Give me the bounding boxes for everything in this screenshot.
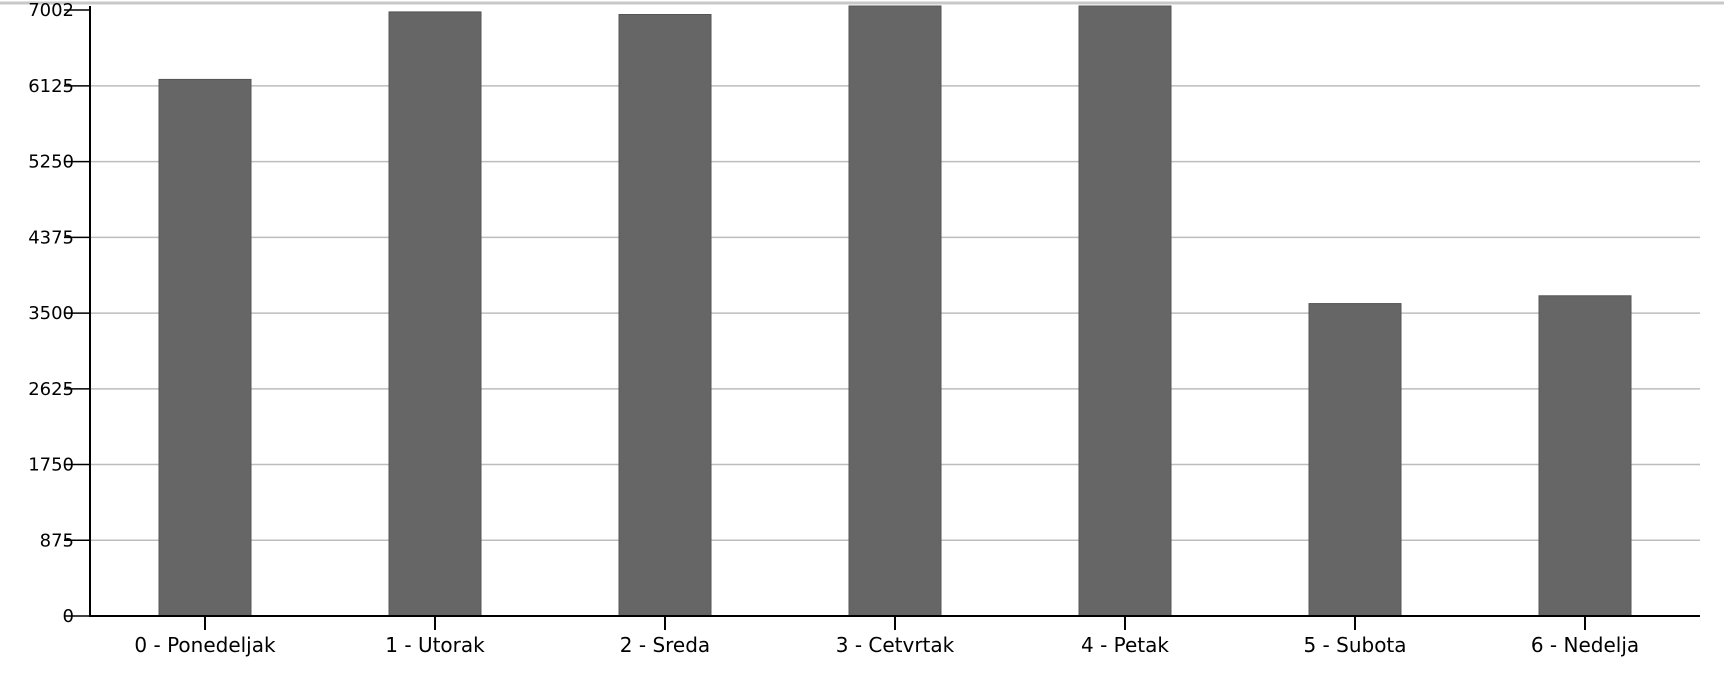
bar (158, 78, 252, 617)
y-tick-label: 875 (40, 530, 74, 551)
bar (388, 11, 482, 617)
y-tick-label: 7002 (28, 0, 74, 21)
y-tick-label: 0 (63, 606, 74, 627)
y-tick-label: 3500 (28, 303, 74, 324)
bar (618, 14, 712, 617)
x-axis-ticks: 0 - Ponedeljak 1 - Utorak 2 - Sreda 3 - Cet… (134, 616, 1639, 657)
y-axis-ticks: 0 875 1750 2625 3500 4375 5250 6125 7002 (28, 0, 90, 627)
x-tick-label: 2 - Sreda (620, 633, 710, 657)
y-tick-label: 6125 (28, 76, 74, 97)
x-tick-label: 0 - Ponedeljak (134, 633, 276, 657)
y-tick-label: 2625 (28, 379, 74, 400)
x-tick-label: 3 - Cetvrtak (836, 633, 955, 657)
y-tick-label: 4375 (28, 227, 74, 248)
bar (848, 5, 942, 617)
bars (158, 5, 1632, 617)
y-tick-label: 1750 (28, 455, 74, 476)
x-tick-label: 6 - Nedelja (1531, 633, 1639, 657)
bar (1538, 295, 1632, 617)
x-tick-label: 4 - Petak (1081, 633, 1169, 657)
x-tick-label: 1 - Utorak (385, 633, 485, 657)
bar (1078, 5, 1172, 617)
bar (1308, 303, 1402, 617)
x-tick-label: 5 - Subota (1303, 633, 1406, 657)
y-tick-label: 5250 (28, 152, 74, 173)
